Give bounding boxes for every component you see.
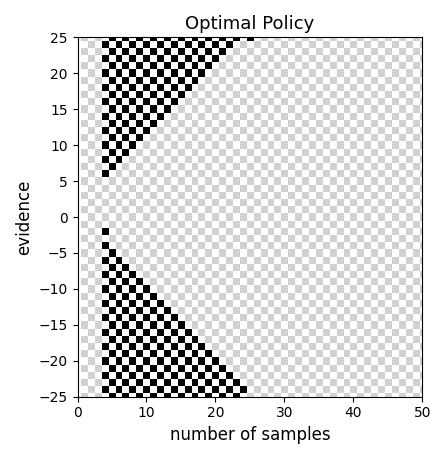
Y-axis label: evidence: evidence — [15, 179, 33, 255]
X-axis label: number of samples: number of samples — [169, 426, 330, 444]
Title: Optimal Policy: Optimal Policy — [185, 15, 314, 33]
